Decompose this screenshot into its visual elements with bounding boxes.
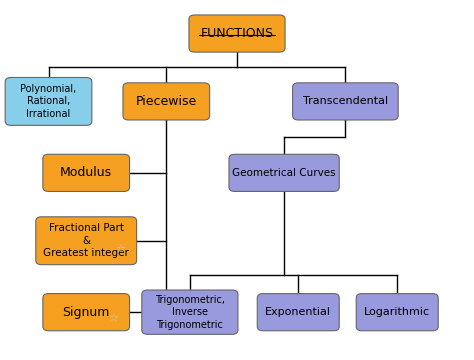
- Text: FUNCTIONS: FUNCTIONS: [201, 27, 273, 40]
- FancyBboxPatch shape: [36, 217, 137, 265]
- FancyBboxPatch shape: [43, 154, 129, 192]
- Text: Exponential: Exponential: [265, 307, 331, 317]
- FancyBboxPatch shape: [5, 77, 92, 125]
- FancyBboxPatch shape: [356, 294, 438, 331]
- FancyBboxPatch shape: [292, 83, 398, 120]
- Text: Transcendental: Transcendental: [303, 96, 388, 107]
- FancyBboxPatch shape: [189, 15, 285, 52]
- Text: Signum: Signum: [63, 306, 110, 319]
- FancyBboxPatch shape: [43, 294, 129, 331]
- Text: Geometrical Curves: Geometrical Curves: [232, 168, 336, 178]
- FancyBboxPatch shape: [142, 290, 238, 334]
- Text: ☆: ☆: [109, 312, 118, 323]
- Text: ☆: ☆: [116, 244, 126, 254]
- Text: Piecewise: Piecewise: [136, 95, 197, 108]
- Text: Trigonometric,
Inverse
Trigonometric: Trigonometric, Inverse Trigonometric: [155, 295, 225, 329]
- Text: Fractional Part
&
Greatest integer: Fractional Part & Greatest integer: [43, 223, 129, 258]
- FancyBboxPatch shape: [257, 294, 339, 331]
- Text: Modulus: Modulus: [60, 166, 112, 179]
- FancyBboxPatch shape: [229, 154, 339, 192]
- Text: Polynomial,
Rational,
Irrational: Polynomial, Rational, Irrational: [20, 84, 77, 119]
- Text: Logarithmic: Logarithmic: [364, 307, 430, 317]
- FancyBboxPatch shape: [123, 83, 210, 120]
